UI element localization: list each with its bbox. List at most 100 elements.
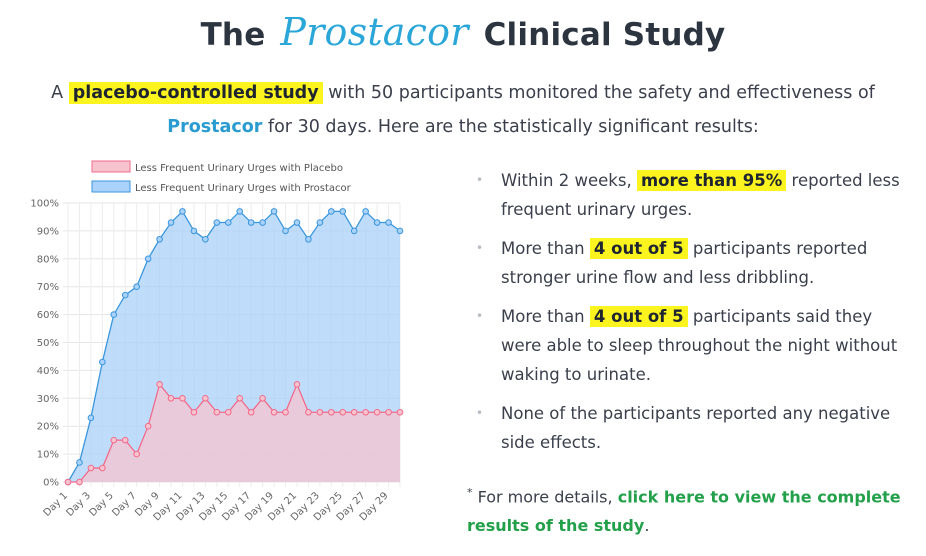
result-item: • None of the participants reported any n… — [474, 399, 914, 457]
intro-highlight: placebo-controlled study — [68, 82, 323, 104]
data-point — [373, 408, 381, 416]
data-point — [396, 227, 404, 235]
data-point — [236, 208, 244, 215]
bullet-icon: • — [476, 309, 484, 323]
data-point — [236, 395, 244, 402]
data-point — [190, 408, 198, 416]
legend-label: Less Frequent Urinary Urges with Prostac… — [135, 183, 352, 194]
y-tick-label: 80% — [37, 254, 59, 265]
bullet-icon: • — [476, 406, 484, 420]
data-point — [270, 408, 278, 416]
data-point — [110, 311, 118, 318]
data-point — [167, 395, 175, 402]
data-point — [156, 381, 163, 388]
data-point — [121, 436, 129, 444]
data-point — [293, 219, 301, 226]
data-point — [385, 219, 392, 226]
data-point — [179, 395, 186, 402]
data-point — [373, 219, 381, 226]
data-point — [328, 208, 335, 215]
full-results-link[interactable]: click here to view the complete results … — [467, 487, 901, 536]
data-point — [305, 408, 312, 416]
data-point — [87, 414, 95, 422]
data-point — [270, 208, 278, 215]
x-tick-label: Day 3 — [65, 490, 93, 518]
page-title: The Prostacor Clinical Study — [0, 10, 926, 54]
x-tick-label: Day 7 — [110, 490, 138, 518]
result-highlight: 4 out of 5 — [589, 238, 688, 259]
data-point — [99, 358, 106, 366]
y-tick-label: 10% — [37, 450, 59, 461]
y-tick-label: 40% — [37, 366, 59, 377]
y-tick-label: 60% — [37, 310, 59, 321]
data-point — [202, 235, 209, 243]
footnote-asterisk: * — [467, 486, 473, 499]
result-text: participants reported stronger urine flo… — [501, 239, 868, 287]
data-point — [224, 408, 232, 416]
data-point — [316, 408, 324, 416]
data-point — [99, 464, 106, 472]
data-point — [282, 227, 289, 235]
x-tick-label: Day 5 — [87, 490, 115, 518]
y-tick-label: 20% — [37, 422, 59, 433]
data-point — [350, 408, 358, 416]
legend-swatch — [91, 160, 131, 173]
data-point — [144, 422, 152, 430]
data-point — [213, 219, 221, 226]
data-point — [87, 464, 95, 472]
study-results-chart: 0%10%20%30%40%50%60%70%80%90%100%Day 1Da… — [30, 160, 404, 523]
data-point — [213, 408, 221, 416]
data-point — [167, 219, 175, 226]
data-point — [385, 408, 392, 416]
data-point — [179, 208, 186, 215]
y-tick-label: 100% — [30, 199, 59, 210]
title-suffix: Clinical Study — [483, 17, 726, 53]
data-point — [362, 408, 369, 416]
intro-text-3: for 30 days. Here are the statistically … — [267, 117, 759, 137]
result-text: More than — [501, 239, 585, 258]
data-point — [76, 478, 83, 486]
result-item: • Within 2 weeks, more than 95% reported … — [474, 166, 914, 224]
result-highlight: more than 95% — [636, 170, 787, 191]
data-point — [339, 408, 347, 416]
result-item: • More than 4 out of 5 participants said … — [474, 302, 914, 389]
data-point — [350, 227, 358, 235]
bullet-icon: • — [476, 173, 484, 187]
data-point — [64, 478, 72, 486]
intro-text-1: A — [51, 83, 64, 103]
data-point — [396, 408, 404, 416]
data-point — [293, 381, 301, 388]
data-point — [247, 408, 255, 416]
x-tick-label: Day 1 — [42, 490, 70, 518]
legend-label: Less Frequent Urinary Urges with Placebo — [135, 163, 343, 174]
data-point — [133, 283, 140, 290]
intro-text-2: with 50 participants monitored the safet… — [328, 83, 875, 103]
result-item: • More than 4 out of 5 participants repor… — [474, 234, 914, 292]
data-point — [190, 227, 198, 235]
series-line — [67, 210, 401, 483]
data-point — [121, 291, 129, 299]
footnote-period: . — [644, 516, 650, 536]
data-point — [224, 219, 232, 226]
data-point — [76, 459, 83, 466]
data-point — [282, 408, 289, 416]
brand-logo-text: Prostacor — [280, 10, 469, 54]
footnote-text: For more details, — [477, 487, 613, 507]
legend-swatch — [91, 180, 131, 193]
data-point — [259, 395, 266, 402]
data-point — [110, 436, 118, 444]
result-text: None of the participants reported any ne… — [501, 404, 891, 452]
y-tick-label: 0% — [43, 478, 59, 489]
result-text: More than — [501, 307, 585, 326]
title-prefix: The — [200, 17, 266, 53]
result-text: Within 2 weeks, — [501, 171, 632, 190]
result-text: reported less frequent urinary urges. — [501, 171, 900, 219]
data-point — [362, 208, 369, 215]
intro-brand: Prostacor — [167, 117, 263, 137]
result-text: participants said they were able to slee… — [501, 307, 898, 384]
series-area — [68, 384, 400, 482]
data-point — [202, 395, 209, 402]
y-tick-label: 90% — [37, 226, 59, 237]
data-point — [259, 219, 266, 226]
data-point — [339, 208, 347, 215]
